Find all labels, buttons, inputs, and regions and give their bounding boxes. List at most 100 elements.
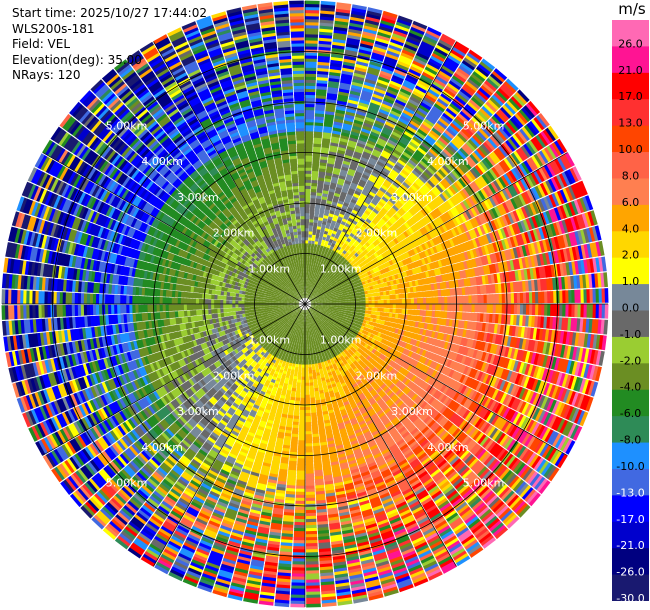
range-gate [418,252,425,259]
range-gate [495,147,506,159]
range-gate [308,279,310,284]
range-gate [387,200,395,207]
range-gate [318,289,322,293]
range-gate [309,212,315,217]
range-gate [427,132,439,141]
range-gate [404,258,410,265]
range-gate [438,70,452,80]
range-gate [370,131,380,138]
range-gate [385,176,394,184]
range-gate [353,217,360,223]
range-gate [316,287,320,291]
range-gate [454,215,462,225]
range-gate [483,199,492,210]
range-gate [415,84,428,94]
range-gate [538,167,548,181]
range-gate [317,273,321,277]
range-gate [347,171,355,177]
range-gate [381,252,387,259]
range-gate [346,40,360,46]
range-gate [355,63,368,70]
range-gate [305,291,307,295]
range-gate [305,139,313,144]
range-gate [305,36,318,41]
range-gate [395,143,406,152]
range-gate [462,174,472,184]
range-gate [444,129,455,139]
range-gate [394,229,401,236]
range-gate [506,100,519,113]
range-gate [455,134,466,145]
range-gate [305,61,317,65]
range-gate [315,282,319,287]
range-gate [359,206,366,213]
range-gate [468,75,482,87]
range-gate [491,94,504,107]
range-gate [446,82,460,93]
range-gate [455,41,470,52]
range-gate [361,127,371,134]
range-gate [374,40,389,48]
range-gate [337,146,347,152]
range-gate [457,203,466,213]
range-gate [375,116,386,124]
range-gate [401,239,408,246]
range-gate [343,55,357,61]
range-gate [424,93,437,103]
range-gate [527,100,541,115]
range-gate [487,119,499,131]
range-gate [405,146,416,154]
range-gate [531,186,541,200]
range-gate [356,237,362,243]
range-gate [491,115,503,127]
range-gate [523,105,536,119]
range-gate [398,57,412,66]
range-gate [384,55,398,64]
range-gate [604,288,609,303]
range-gate [394,202,402,210]
range-gate [415,51,430,61]
range-gate [343,119,353,126]
range-gate [312,149,321,154]
range-gate [309,221,314,226]
range-gate [378,134,389,142]
range-gate [321,294,325,297]
range-gate [407,250,414,257]
range-gate [502,202,510,214]
range-gate [363,24,378,32]
range-gate [383,204,391,212]
range-gate [439,36,455,47]
range-gate [327,292,331,296]
range-gate [534,185,544,199]
range-gate [525,102,538,117]
range-gate [340,168,348,175]
range-gate [540,131,552,145]
range-gate [356,142,366,149]
range-gate [400,183,409,191]
range-gate [349,162,358,168]
range-gate [448,185,457,195]
range-gate [415,253,422,261]
range-gate [556,174,566,189]
range-gate [305,230,309,235]
range-gate [458,177,467,188]
range-gate [313,137,322,142]
range-gate [535,168,546,182]
range-gate [308,292,311,296]
range-gate [409,119,421,129]
range-gate [389,233,396,240]
range-gate [460,62,474,73]
range-gate [306,288,308,292]
range-gate [353,72,366,79]
range-gate [318,280,322,285]
range-gate [518,163,528,176]
range-gate [305,79,316,84]
range-gate [346,219,352,226]
range-gate [350,181,358,188]
range-gate [308,270,311,275]
range-gate [310,293,313,297]
range-gate [338,88,350,94]
range-gate [553,175,563,190]
range-gate [380,19,395,27]
range-gate [307,279,309,283]
